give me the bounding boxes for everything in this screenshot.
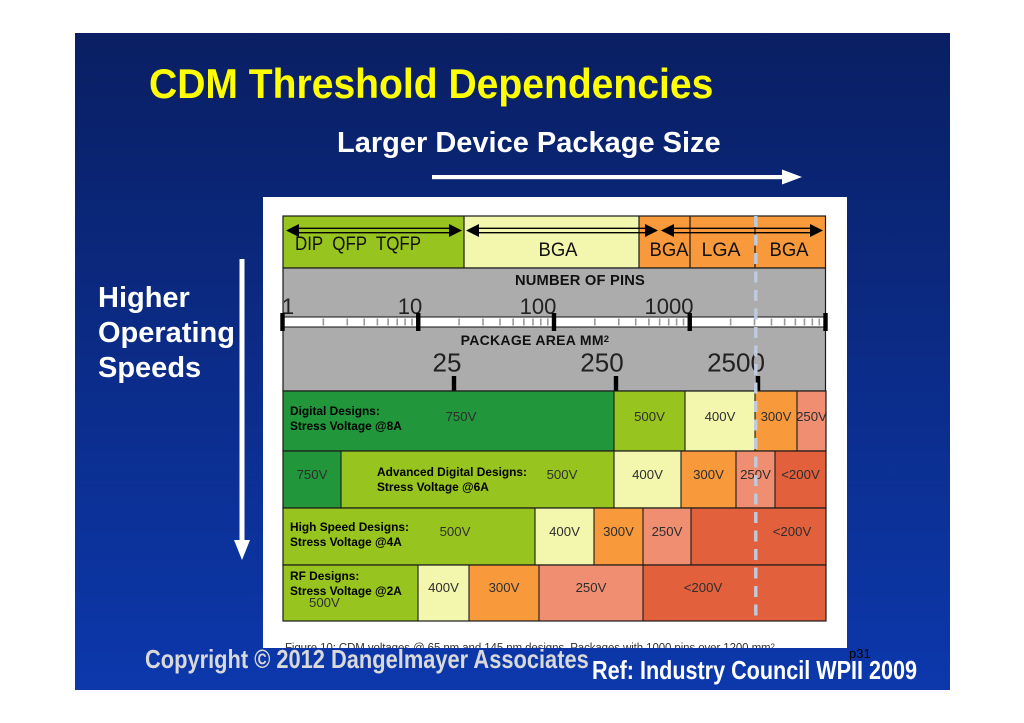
svg-text:300V: 300V [603,524,634,539]
svg-text:RF Designs:: RF Designs: [290,569,359,583]
svg-text:Figure 10: CDM voltages @ 65 n: Figure 10: CDM voltages @ 65 nm and 145 … [285,642,776,648]
svg-text:750V: 750V [446,409,477,424]
svg-text:400V: 400V [549,524,580,539]
svg-text:Advanced Digital Designs:: Advanced Digital Designs: [377,465,527,479]
svg-text:500V: 500V [309,595,340,610]
svg-text:BGA: BGA [539,240,578,261]
svg-text:400V: 400V [428,580,459,595]
svg-text:Stress Voltage @2A: Stress Voltage @2A [290,584,402,598]
svg-text:Stress Voltage @4A: Stress Voltage @4A [290,535,402,549]
svg-text:400V: 400V [705,409,736,424]
svg-text:1: 1 [282,294,294,319]
svg-text:300V: 300V [489,580,520,595]
svg-text:<200V: <200V [773,524,812,539]
svg-text:250V: 250V [740,467,771,482]
svg-text:High Speed Designs:: High Speed Designs: [290,520,409,534]
svg-text:1000: 1000 [645,294,694,319]
svg-text:100: 100 [520,294,557,319]
svg-text:250V: 250V [796,409,827,424]
svg-text:NUMBER OF PINS: NUMBER OF PINS [515,273,645,289]
svg-text:<200V: <200V [684,580,723,595]
svg-text:BGA: BGA [770,240,809,261]
svg-text:BGA: BGA [650,240,689,261]
svg-text:Stress Voltage @6A: Stress Voltage @6A [377,480,489,494]
svg-text:300V: 300V [761,409,792,424]
svg-text:500V: 500V [634,409,665,424]
svg-text:25: 25 [433,348,462,378]
svg-text:Digital Designs:: Digital Designs: [290,404,380,418]
svg-text:250V: 250V [576,580,607,595]
svg-text:500V: 500V [547,467,578,482]
svg-text:250V: 250V [652,524,683,539]
svg-text:<200V: <200V [781,467,820,482]
svg-text:Stress Voltage @8A: Stress Voltage @8A [290,419,402,433]
svg-text:LGA: LGA [702,240,741,261]
svg-text:250: 250 [580,348,623,378]
svg-text:PACKAGE AREA MM2: PACKAGE AREA MM2 [461,332,610,348]
svg-text:DIP QFP TQFP: DIP QFP TQFP [295,234,421,255]
svg-text:400V: 400V [632,467,663,482]
svg-text:750V: 750V [297,467,328,482]
svg-text:500V: 500V [440,524,471,539]
svg-text:300V: 300V [693,467,724,482]
